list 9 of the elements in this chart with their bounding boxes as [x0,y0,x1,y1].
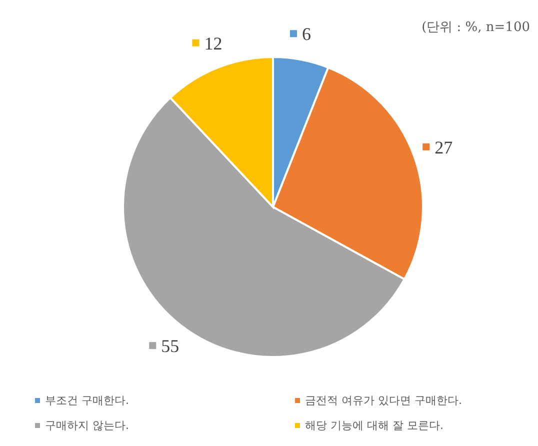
data-label: 6 [302,24,311,44]
legend-label: 해당 기능에 대해 잘 모른다. [305,418,444,433]
legend-label: 구매하지 않는다. [45,418,129,433]
data-label: 55 [161,336,180,356]
data-label: 12 [204,33,222,54]
data-label: 27 [434,137,453,158]
legend-label: 부조건 구매한다. [45,393,129,408]
legend-label: 금전적 여유가 있다면 구매한다. [305,393,462,408]
chart-subtitle: (단위 : %, n=100 [422,19,530,36]
